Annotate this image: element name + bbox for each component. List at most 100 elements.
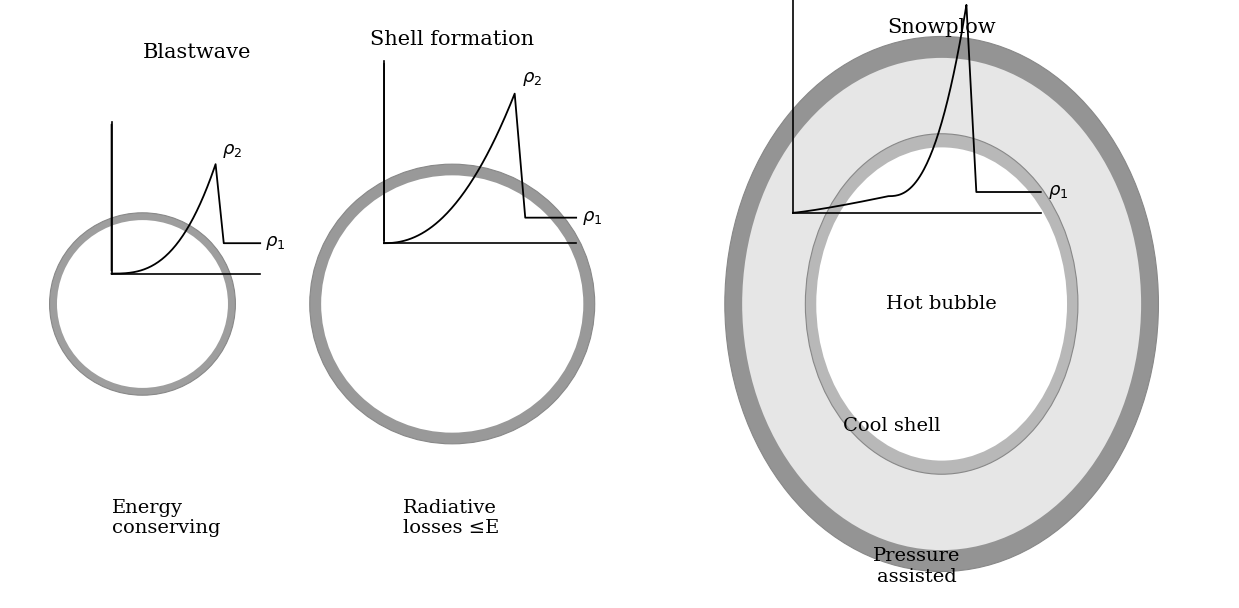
Ellipse shape	[901, 258, 942, 308]
Ellipse shape	[900, 260, 907, 269]
Ellipse shape	[369, 225, 512, 364]
Ellipse shape	[338, 193, 559, 409]
Ellipse shape	[103, 266, 161, 323]
Ellipse shape	[69, 233, 209, 370]
Ellipse shape	[867, 218, 955, 327]
Ellipse shape	[363, 218, 520, 373]
Ellipse shape	[833, 168, 1043, 432]
Ellipse shape	[885, 237, 965, 337]
Ellipse shape	[787, 116, 1074, 470]
Ellipse shape	[839, 181, 999, 378]
Ellipse shape	[405, 261, 458, 313]
Ellipse shape	[341, 195, 555, 406]
Ellipse shape	[66, 229, 216, 376]
Ellipse shape	[877, 226, 978, 351]
Ellipse shape	[768, 91, 1103, 504]
Ellipse shape	[771, 95, 1098, 499]
Ellipse shape	[847, 194, 984, 361]
Ellipse shape	[861, 210, 965, 338]
Ellipse shape	[825, 165, 1017, 401]
Ellipse shape	[57, 220, 228, 388]
Text: Shell formation: Shell formation	[370, 30, 534, 49]
Ellipse shape	[864, 215, 960, 333]
Ellipse shape	[871, 223, 950, 321]
Ellipse shape	[859, 202, 1004, 384]
Ellipse shape	[336, 190, 561, 412]
Ellipse shape	[112, 276, 146, 310]
Ellipse shape	[748, 66, 1131, 539]
Text: Energy
conserving: Energy conserving	[112, 499, 221, 537]
Ellipse shape	[890, 247, 922, 287]
Ellipse shape	[399, 255, 467, 322]
Ellipse shape	[823, 161, 1022, 407]
Ellipse shape	[97, 261, 169, 331]
Ellipse shape	[746, 62, 1136, 544]
Text: Blastwave: Blastwave	[142, 43, 252, 61]
Ellipse shape	[109, 274, 150, 314]
Text: $\rho_1$: $\rho_1$	[582, 209, 602, 227]
Ellipse shape	[310, 164, 595, 444]
Ellipse shape	[851, 198, 979, 356]
Ellipse shape	[124, 289, 128, 292]
Ellipse shape	[888, 242, 959, 330]
Ellipse shape	[793, 124, 1064, 458]
Text: $\rho_2$: $\rho_2$	[523, 70, 543, 88]
Ellipse shape	[410, 266, 452, 307]
Ellipse shape	[330, 184, 571, 421]
Ellipse shape	[326, 179, 577, 427]
Ellipse shape	[883, 234, 968, 340]
Ellipse shape	[845, 190, 989, 367]
Ellipse shape	[913, 273, 923, 286]
Ellipse shape	[725, 36, 1158, 572]
Ellipse shape	[82, 246, 191, 353]
Ellipse shape	[64, 227, 218, 378]
Ellipse shape	[823, 155, 1058, 450]
Ellipse shape	[887, 243, 927, 292]
Ellipse shape	[841, 185, 994, 373]
Ellipse shape	[911, 271, 926, 289]
Ellipse shape	[416, 272, 442, 298]
Ellipse shape	[108, 272, 152, 316]
Ellipse shape	[797, 128, 1061, 453]
Ellipse shape	[71, 234, 207, 368]
Ellipse shape	[81, 244, 193, 354]
Ellipse shape	[752, 71, 1126, 533]
Ellipse shape	[849, 189, 1018, 402]
Ellipse shape	[829, 169, 1012, 396]
Ellipse shape	[800, 132, 1056, 447]
Ellipse shape	[375, 231, 502, 355]
Ellipse shape	[813, 148, 1036, 424]
Ellipse shape	[92, 255, 177, 339]
Ellipse shape	[855, 202, 974, 350]
Ellipse shape	[891, 244, 957, 326]
Ellipse shape	[61, 224, 222, 382]
Ellipse shape	[327, 182, 574, 424]
Ellipse shape	[374, 229, 506, 358]
Ellipse shape	[896, 255, 912, 275]
Ellipse shape	[78, 241, 197, 359]
Ellipse shape	[916, 276, 921, 282]
Ellipse shape	[107, 271, 155, 317]
Ellipse shape	[830, 166, 1046, 435]
Ellipse shape	[758, 78, 1118, 522]
Ellipse shape	[67, 230, 213, 375]
Ellipse shape	[384, 240, 489, 343]
Ellipse shape	[834, 171, 1040, 428]
Ellipse shape	[865, 210, 995, 373]
Ellipse shape	[887, 239, 963, 333]
Ellipse shape	[368, 223, 514, 367]
Ellipse shape	[907, 265, 932, 297]
Ellipse shape	[843, 181, 1028, 413]
Ellipse shape	[119, 283, 136, 300]
Ellipse shape	[401, 257, 465, 319]
Ellipse shape	[411, 268, 449, 304]
Ellipse shape	[116, 280, 140, 304]
Ellipse shape	[387, 242, 486, 340]
Ellipse shape	[94, 258, 172, 335]
Ellipse shape	[875, 223, 980, 355]
Ellipse shape	[393, 249, 477, 331]
Ellipse shape	[380, 236, 496, 349]
Ellipse shape	[121, 286, 131, 296]
Ellipse shape	[420, 277, 436, 292]
Ellipse shape	[85, 250, 185, 347]
